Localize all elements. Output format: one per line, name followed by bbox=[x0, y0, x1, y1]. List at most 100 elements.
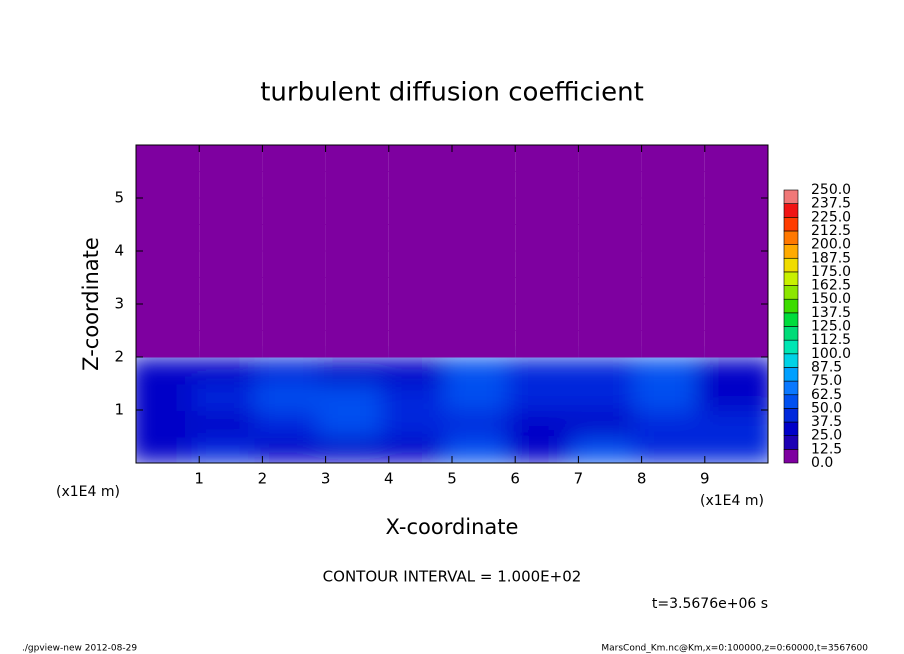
field-cell bbox=[641, 303, 705, 331]
colorbar-label: 175.0 bbox=[811, 264, 851, 280]
field-cell bbox=[199, 277, 263, 305]
colorbar-swatch bbox=[783, 339, 799, 355]
colorbar-swatch bbox=[783, 312, 799, 327]
field-cell bbox=[578, 145, 642, 172]
x-tick-label: 8 bbox=[637, 470, 647, 488]
field-cell bbox=[452, 277, 516, 305]
field-cell bbox=[641, 330, 705, 358]
field-cell bbox=[704, 171, 768, 199]
x-tick-label: 6 bbox=[510, 470, 520, 488]
colorbar-swatch bbox=[783, 394, 799, 409]
colorbar-label: 100.0 bbox=[811, 346, 851, 362]
y-tick-label: 5 bbox=[114, 189, 124, 207]
field-cell bbox=[262, 303, 326, 331]
field-cell bbox=[578, 277, 642, 305]
colorbar-label: 137.5 bbox=[811, 305, 851, 321]
x-tick-label: 5 bbox=[447, 470, 457, 488]
field-cell bbox=[136, 303, 200, 331]
colorbar-label: 50.0 bbox=[811, 400, 842, 416]
field-cell bbox=[452, 250, 516, 278]
field-cell bbox=[325, 197, 389, 225]
field-cell bbox=[704, 197, 768, 225]
field-cell bbox=[136, 224, 200, 252]
field-cell bbox=[515, 171, 579, 199]
x-axis-label: X-coordinate bbox=[386, 515, 519, 539]
field-cell bbox=[578, 224, 642, 252]
time-label: t=3.5676e+06 s bbox=[652, 596, 768, 612]
colorbar-swatch bbox=[783, 285, 799, 300]
field-cell bbox=[388, 145, 452, 172]
field-cell bbox=[578, 171, 642, 199]
colorbar-swatch bbox=[783, 367, 799, 382]
colorbar-label: 25.0 bbox=[811, 428, 842, 444]
colorbar-label: 225.0 bbox=[811, 209, 851, 225]
x-tick-label: 2 bbox=[258, 470, 268, 488]
colorbar-label: 212.5 bbox=[811, 223, 851, 239]
field-cell bbox=[704, 250, 768, 278]
colorbar-swatch bbox=[783, 380, 799, 396]
field-cell bbox=[704, 303, 768, 331]
field-cell bbox=[199, 303, 263, 331]
field-cell bbox=[641, 250, 705, 278]
field-cell bbox=[325, 145, 389, 172]
y-tick-label: 4 bbox=[114, 242, 124, 260]
field-cell bbox=[452, 330, 516, 358]
field-cell bbox=[262, 277, 326, 305]
field-cell bbox=[452, 171, 516, 199]
colorbar-label: 237.5 bbox=[811, 196, 851, 212]
colorbar-label: 75.0 bbox=[811, 373, 842, 389]
colorbar-swatch bbox=[783, 271, 799, 286]
y-unit: (x1E4 m) bbox=[56, 484, 120, 500]
field-cell bbox=[199, 145, 263, 172]
field-blur bbox=[136, 357, 768, 463]
field-cell bbox=[199, 171, 263, 199]
colorbar-label: 87.5 bbox=[811, 359, 842, 375]
field-cell bbox=[578, 197, 642, 225]
field-cell bbox=[325, 171, 389, 199]
x-tick-label: 3 bbox=[321, 470, 331, 488]
field-cell bbox=[704, 330, 768, 358]
colorbar-label: 150.0 bbox=[811, 291, 851, 307]
x-tick-label: 7 bbox=[574, 470, 584, 488]
colorbar-label: 200.0 bbox=[811, 237, 851, 253]
field-cell bbox=[136, 145, 200, 172]
field-cell bbox=[388, 224, 452, 252]
x-tick-label: 9 bbox=[700, 470, 710, 488]
x-unit: (x1E4 m) bbox=[700, 493, 764, 509]
field-cell bbox=[696, 383, 768, 411]
colorbar-label: 37.5 bbox=[811, 414, 842, 430]
field-cell bbox=[578, 330, 642, 358]
field-cell bbox=[696, 436, 768, 463]
field-cell bbox=[262, 197, 326, 225]
field-cell bbox=[452, 224, 516, 252]
footer-left: ./gpview-new 2012-08-29 bbox=[22, 644, 137, 654]
field bbox=[136, 145, 768, 463]
field-cell bbox=[515, 277, 579, 305]
field-cell bbox=[452, 145, 516, 172]
colorbar-swatch bbox=[783, 408, 799, 423]
colorbar-swatch bbox=[783, 435, 799, 450]
colorbar-swatch bbox=[783, 189, 799, 204]
field-cell bbox=[704, 224, 768, 252]
contour-interval: CONTOUR INTERVAL = 1.000E+02 bbox=[323, 568, 582, 586]
colorbar-swatch bbox=[783, 230, 799, 245]
colorbar-label: 12.5 bbox=[811, 441, 842, 457]
colorbar-swatch bbox=[783, 449, 799, 464]
field-cell bbox=[325, 303, 389, 331]
colorbar-swatch bbox=[783, 353, 799, 368]
field-cell bbox=[704, 277, 768, 305]
field-cell bbox=[641, 145, 705, 172]
field-cell bbox=[325, 250, 389, 278]
field-cell bbox=[696, 357, 768, 385]
y-tick-label: 1 bbox=[114, 401, 124, 419]
field-cell bbox=[199, 224, 263, 252]
colorbar-label: 187.5 bbox=[811, 250, 851, 266]
field-cell bbox=[704, 145, 768, 172]
field-cell bbox=[199, 330, 263, 358]
colorbar-swatch bbox=[783, 326, 799, 341]
x-tick-label: 1 bbox=[194, 470, 204, 488]
field-cell bbox=[325, 277, 389, 305]
x-tick-label: 4 bbox=[384, 470, 394, 488]
colorbar-swatch bbox=[783, 203, 799, 218]
